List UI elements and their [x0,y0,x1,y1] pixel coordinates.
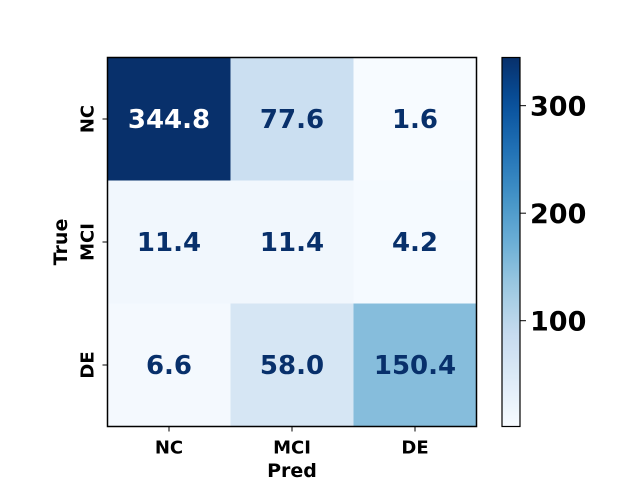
y-tick-label: MCI [78,223,99,261]
heatmap-cell [107,303,231,427]
cell-value-label: 1.6 [392,105,438,135]
heatmap-cell [107,57,231,181]
colorbar [502,57,520,427]
colorbar-tick-label: 300 [530,92,586,123]
colorbar-tick-label: 200 [530,199,586,230]
x-tick-label: DE [401,438,428,459]
heatmap-cell [230,57,354,181]
heatmap-cell [353,57,477,181]
cell-value-label: 11.4 [137,228,201,258]
colorbar-frame [501,56,521,428]
heatmap-cell [107,180,231,304]
cell-value-label: 150.4 [374,351,456,381]
heatmap-cell [230,180,354,304]
y-tick-label: NC [78,105,99,133]
heatmap-cell [353,180,477,304]
cell-value-label: 4.2 [392,228,438,258]
cell-value-label: 344.8 [128,105,210,135]
y-axis-ticks: NC MCI DE [78,105,108,379]
cell-value-label: 6.6 [146,351,192,381]
x-axis-ticks: NC MCI DE [155,426,429,459]
x-axis-label: Pred [267,460,317,480]
colorbar-ticks: 100 200 300 [520,92,586,338]
heatmap-cell [230,303,354,427]
cell-value-label: 11.4 [260,228,324,258]
x-tick-label: MCI [273,438,311,459]
cell-value-label: 58.0 [260,351,324,381]
cell-value-label: 77.6 [260,105,324,135]
colorbar-tick-label: 100 [530,307,586,338]
heatmap-cell [353,303,477,427]
y-axis-label: True [50,219,72,266]
x-tick-label: NC [155,438,183,459]
y-tick-label: DE [78,351,99,378]
heatmap-cells: 344.8 77.6 1.6 11.4 11.4 4.2 6.6 58.0 150.4 [107,57,477,427]
